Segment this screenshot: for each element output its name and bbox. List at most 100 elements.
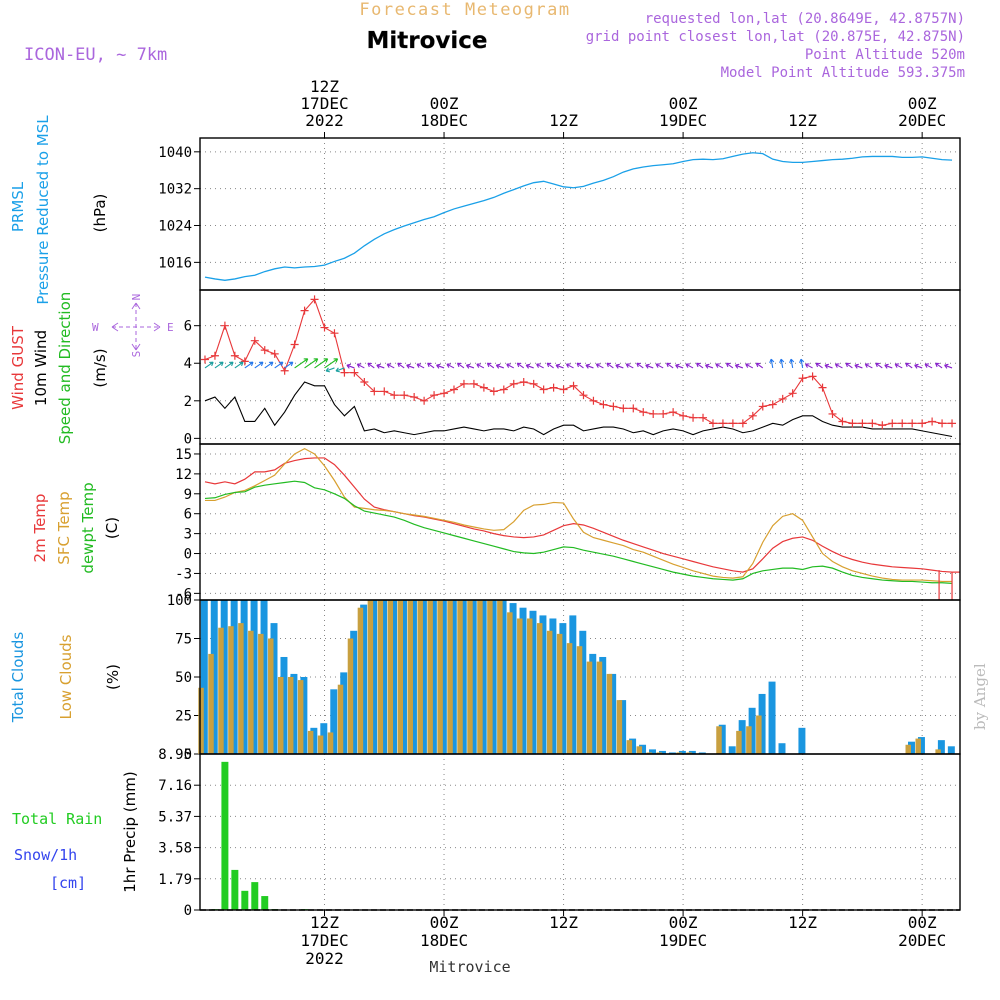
total-cloud-bar <box>609 673 617 754</box>
total-cloud-bar <box>469 600 477 754</box>
wind-gust-point <box>310 295 319 304</box>
low-cloud-bar <box>546 630 553 754</box>
time-label-bottom: 2022 <box>305 949 344 968</box>
low-cloud-bar <box>357 607 364 754</box>
y-tick-label: 4 <box>184 356 192 372</box>
low-cloud-bar <box>218 627 224 754</box>
wind-direction-arrow <box>705 363 714 369</box>
low-cloud-bar <box>576 646 583 754</box>
wind-gust-point <box>290 340 299 349</box>
direction-n: N <box>130 294 143 301</box>
wind-direction-arrow <box>585 363 594 369</box>
total-cloud-bar <box>619 700 627 754</box>
requested-coords: requested lon,lat (20.8649E, 42.8757N) <box>645 11 965 27</box>
total-cloud-bar <box>728 746 736 754</box>
wind-direction-arrow <box>397 362 405 369</box>
wind-direction-arrow <box>244 361 254 369</box>
total-cloud-bar <box>409 600 417 754</box>
y-tick-label: 2 <box>184 394 192 410</box>
wind-direction-arrow <box>615 363 624 369</box>
total-cloud-bar <box>290 673 298 754</box>
wind-gust-point <box>699 413 708 422</box>
wind-direction-arrow <box>335 367 345 373</box>
wind-gust-point <box>340 368 349 377</box>
wind-gust-point <box>260 346 269 355</box>
total-cloud-bar <box>499 600 507 754</box>
total-cloud-bar <box>589 653 597 754</box>
wind-gust-point <box>768 400 777 409</box>
total-cloud-bar <box>449 600 457 754</box>
total-cloud-bar <box>569 615 577 754</box>
rain-bar <box>221 761 229 910</box>
wind-direction-arrow <box>406 363 415 369</box>
total-cloud-bar <box>439 600 447 754</box>
total-cloud-bar <box>698 752 706 754</box>
wind-gust-point <box>449 385 458 394</box>
wind-direction-arrow <box>789 358 795 369</box>
low-cloud-bar <box>437 600 443 754</box>
temp-label-sfc: SFC Temp <box>55 491 73 564</box>
time-label-top: 19DEC <box>659 111 707 130</box>
low-cloud-bar <box>417 600 423 754</box>
wind-direction-arrow <box>815 362 823 369</box>
wind-speed-line <box>204 381 953 438</box>
wind-direction-arrow <box>516 362 525 369</box>
temp-label-2m: 2m Temp <box>31 494 49 563</box>
wind-direction-arrow <box>655 363 664 369</box>
wind-gust-point <box>579 391 588 400</box>
precip-label-rain: Total Rain <box>12 810 102 828</box>
wind-direction-arrow <box>894 363 903 369</box>
wind-gust-point <box>569 381 578 390</box>
total-cloud-bar <box>360 604 368 754</box>
rain-bar <box>241 890 249 910</box>
wind-direction-arrow <box>367 362 375 369</box>
wind-gust-point <box>559 385 568 394</box>
total-cloud-bar <box>639 744 647 754</box>
time-label-top: 17DEC <box>300 94 348 113</box>
wind-direction-arrow <box>456 362 465 369</box>
wind-direction-arrow <box>386 363 395 369</box>
low-cloud-bar <box>467 600 473 754</box>
low-cloud-bar <box>636 746 643 754</box>
low-cloud-bar <box>297 680 304 754</box>
time-label-top: 00Z <box>430 94 459 113</box>
low-cloud-bar <box>327 732 334 754</box>
y-tick-label: -3 <box>175 566 192 582</box>
wind-direction-arrow <box>845 362 853 369</box>
wind-gust-point <box>918 419 927 428</box>
direction-e: E <box>167 321 174 334</box>
wind-direction-arrow <box>224 361 234 369</box>
total-cloud-bar <box>390 600 398 754</box>
total-cloud-bar <box>529 610 537 754</box>
wind-direction-arrow <box>495 363 504 369</box>
wind-gust-point <box>200 355 209 364</box>
y-tick-label: 15 <box>175 447 192 463</box>
wind-gust-point <box>748 411 757 420</box>
low-cloud-bar <box>277 677 284 754</box>
low-cloud-bar <box>287 677 294 754</box>
low-cloud-bar <box>367 600 374 754</box>
wind-gust-point <box>469 379 478 388</box>
y-tick-label: 0 <box>184 431 192 447</box>
wind-direction-arrow <box>346 363 355 369</box>
wind-gust-point <box>619 404 628 413</box>
wind-gust-point <box>360 378 369 387</box>
wind-direction-arrow <box>734 363 744 369</box>
precip-unit: 1hr Precip (mm) <box>121 771 139 892</box>
low-cloud-bar <box>517 618 523 754</box>
low-cloud-bar <box>397 600 403 754</box>
wind-direction-arrow <box>875 362 883 369</box>
low-cloud-bar <box>556 633 563 754</box>
low-cloud-bar <box>626 740 633 754</box>
total-cloud-bar <box>658 750 666 754</box>
low-cloud-bar <box>387 600 394 754</box>
low-cloud-bar <box>656 752 662 754</box>
total-cloud-bar <box>668 752 676 754</box>
total-cloud-bar <box>230 600 238 754</box>
time-label-bottom: 12Z <box>310 913 339 932</box>
wind-gust-point <box>250 336 259 345</box>
temp-sfc-line <box>204 447 953 583</box>
wind-direction-arrow <box>636 362 644 369</box>
wind-gust-point <box>898 419 907 428</box>
low-cloud-bar <box>347 638 354 754</box>
